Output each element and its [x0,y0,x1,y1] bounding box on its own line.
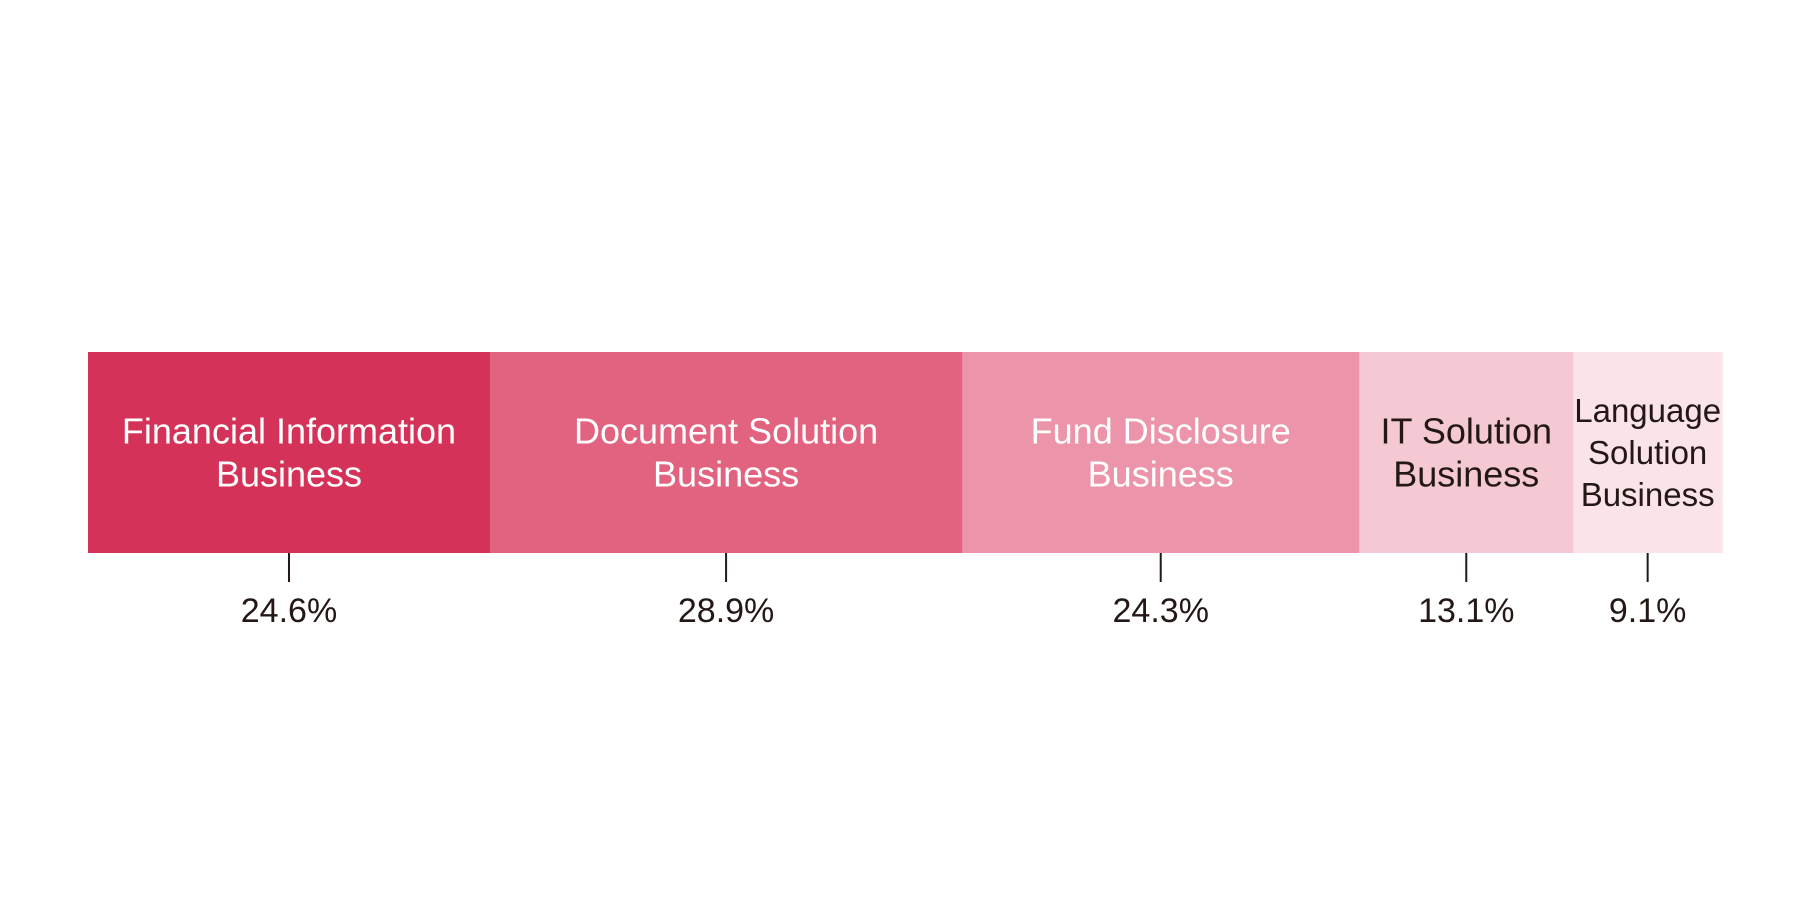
segment-label-line: Financial Information [122,411,456,452]
value-label-fund-disclosure-business: 24.3% [1113,592,1209,630]
segment-label-it-solution-business: IT Solution Business [1381,411,1552,495]
segment-label-document-solution-business: Document Solution Business [574,411,878,495]
value-label-document-solution-business: 28.9% [678,592,774,630]
value-label-language-solution-business: 9.1% [1609,592,1687,630]
segment-label-line: Business [1393,454,1539,495]
bar-segment-financial-information-business [88,352,491,553]
segment-label-line: Fund Disclosure [1031,411,1291,452]
bar-segment-language-solution-business [1573,352,1723,553]
value-label-financial-information-business: 24.6% [241,592,337,630]
bar-segments [88,352,1723,553]
segment-label-fund-disclosure-business: Fund Disclosure Business [1031,411,1291,495]
segment-label-line: Business [1088,454,1234,495]
value-labels: 24.6% 28.9% 24.3% 13.1% 9.1% [241,592,1687,630]
segment-label-language-solution-business: Language Solution Business [1574,392,1721,513]
segment-label-line: Language [1574,392,1721,429]
value-label-it-solution-business: 13.1% [1418,592,1514,630]
segment-label-financial-information-business: Financial Information Business [122,411,456,495]
segment-label-line: Document Solution [574,411,878,452]
value-ticks [287,553,1649,582]
bar-segment-it-solution-business [1359,352,1574,553]
bar-segment-document-solution-business [489,352,963,553]
bar-segment-fund-disclosure-business [962,352,1360,553]
segment-label-line: Business [216,454,362,495]
segment-label-line: IT Solution [1381,411,1552,452]
segment-label-line: Business [653,454,799,495]
segment-label-line: Solution [1588,434,1707,471]
segment-label-line: Business [1581,476,1715,513]
